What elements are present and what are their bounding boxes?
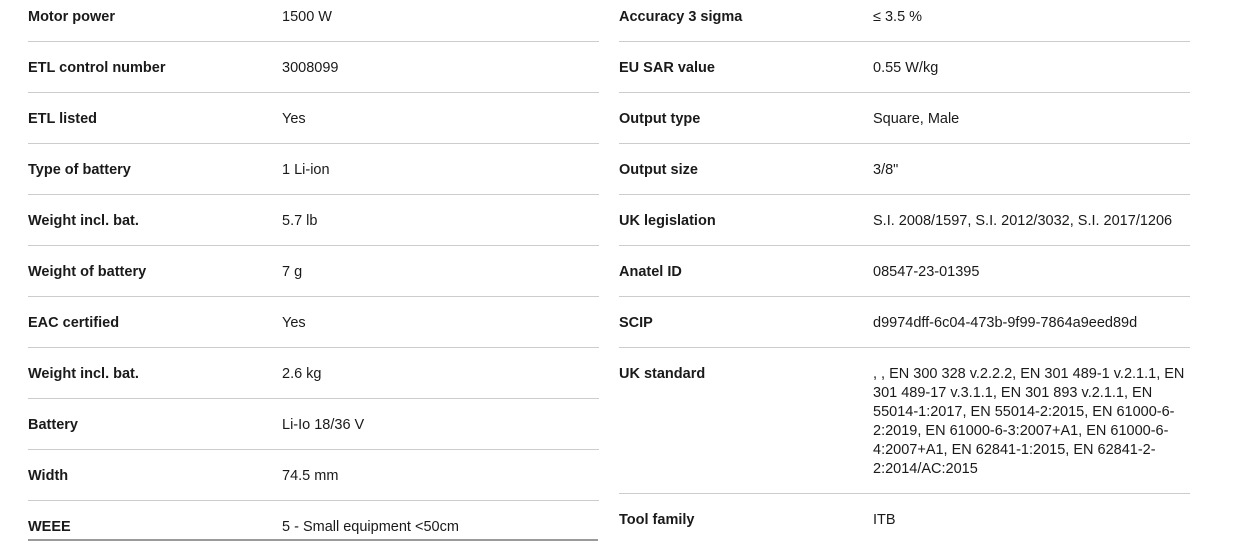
spec-value: d9974dff-6c04-473b-9f99-7864a9eed89d xyxy=(873,315,1138,331)
spec-label: Anatel ID xyxy=(619,264,682,280)
spec-label: Accuracy 3 sigma xyxy=(619,9,743,25)
spec-label: Motor power xyxy=(28,9,115,25)
spec-label: Weight incl. bat. xyxy=(28,366,139,382)
spec-value: Yes xyxy=(282,315,306,331)
spec-row: Output type Square, Male xyxy=(619,93,1190,144)
spec-row: Type of battery 1 Li-ion xyxy=(28,144,599,195)
spec-label: Width xyxy=(28,468,69,484)
spec-value: 74.5 mm xyxy=(282,468,339,484)
spec-value: Li-Io 18/36 V xyxy=(282,417,365,433)
spec-row: ETL control number 3008099 xyxy=(28,42,599,93)
spec-value: , , EN 300 328 v.2.2.2, EN 301 489-1 v.2… xyxy=(873,366,1185,477)
spec-row: WEEE 5 - Small equipment <50cm xyxy=(28,501,599,541)
spec-value: 5 - Small equipment <50cm xyxy=(282,519,459,535)
spec-row: EU SAR value 0.55 W/kg xyxy=(619,42,1190,93)
spec-label: ETL listed xyxy=(28,111,98,127)
spec-value: 3008099 xyxy=(282,60,339,76)
spec-label: ETL control number xyxy=(28,60,166,76)
spec-label: Output size xyxy=(619,162,698,178)
spec-value: 0.55 W/kg xyxy=(873,60,939,76)
spec-value: S.I. 2008/1597, S.I. 2012/3032, S.I. 201… xyxy=(873,213,1173,229)
spec-label: Type of battery xyxy=(28,162,131,178)
spec-value: Square, Male xyxy=(873,111,960,127)
spec-row: SCIP d9974dff-6c04-473b-9f99-7864a9eed89… xyxy=(619,297,1190,348)
spec-label: Output type xyxy=(619,111,701,127)
spec-label: UK legislation xyxy=(619,213,716,229)
spec-row: Width 74.5 mm xyxy=(28,450,599,501)
spec-value: 08547-23-01395 xyxy=(873,264,980,280)
spec-row: Output size 3/8" xyxy=(619,144,1190,195)
spec-label: Weight of battery xyxy=(28,264,147,280)
spec-value: ITB xyxy=(873,512,896,528)
spec-row: UK standard , , EN 300 328 v.2.2.2, EN 3… xyxy=(619,348,1190,494)
spec-row: Battery Li-Io 18/36 V xyxy=(28,399,599,450)
spec-label: Battery xyxy=(28,417,78,433)
spec-value: 3/8" xyxy=(873,162,899,178)
spec-value: 1500 W xyxy=(282,9,332,25)
spec-row: Anatel ID 08547-23-01395 xyxy=(619,246,1190,297)
spec-row: Motor power 1500 W xyxy=(28,0,599,42)
spec-value: 2.6 kg xyxy=(282,366,322,382)
spec-column-left: Motor power 1500 W ETL control number 30… xyxy=(28,0,599,541)
spec-value: ≤ 3.5 % xyxy=(873,9,923,25)
spec-row: EAC certified Yes xyxy=(28,297,599,348)
spec-row: Tool family ITB xyxy=(619,494,1190,541)
spec-row: Weight of battery 7 g xyxy=(28,246,599,297)
spec-value: Yes xyxy=(282,111,306,127)
spec-row: UK legislation S.I. 2008/1597, S.I. 2012… xyxy=(619,195,1190,246)
spec-row: Weight incl. bat. 2.6 kg xyxy=(28,348,599,399)
spec-label: EU SAR value xyxy=(619,60,715,76)
spec-column-right: Accuracy 3 sigma ≤ 3.5 % EU SAR value 0.… xyxy=(619,0,1190,541)
spec-value: 7 g xyxy=(282,264,303,280)
left-column-bottom-divider xyxy=(28,539,598,541)
spec-row: Weight incl. bat. 5.7 lb xyxy=(28,195,599,246)
spec-label: Weight incl. bat. xyxy=(28,213,139,229)
spec-label: UK standard xyxy=(619,366,706,382)
spec-value: 5.7 lb xyxy=(282,213,318,229)
spec-label: EAC certified xyxy=(28,315,120,331)
spec-value: 1 Li-ion xyxy=(282,162,330,178)
spec-row: Accuracy 3 sigma ≤ 3.5 % xyxy=(619,0,1190,42)
spec-row: ETL listed Yes xyxy=(28,93,599,144)
spec-label: Tool family xyxy=(619,512,695,528)
spec-label: WEEE xyxy=(28,519,71,535)
spec-label: SCIP xyxy=(619,315,653,331)
